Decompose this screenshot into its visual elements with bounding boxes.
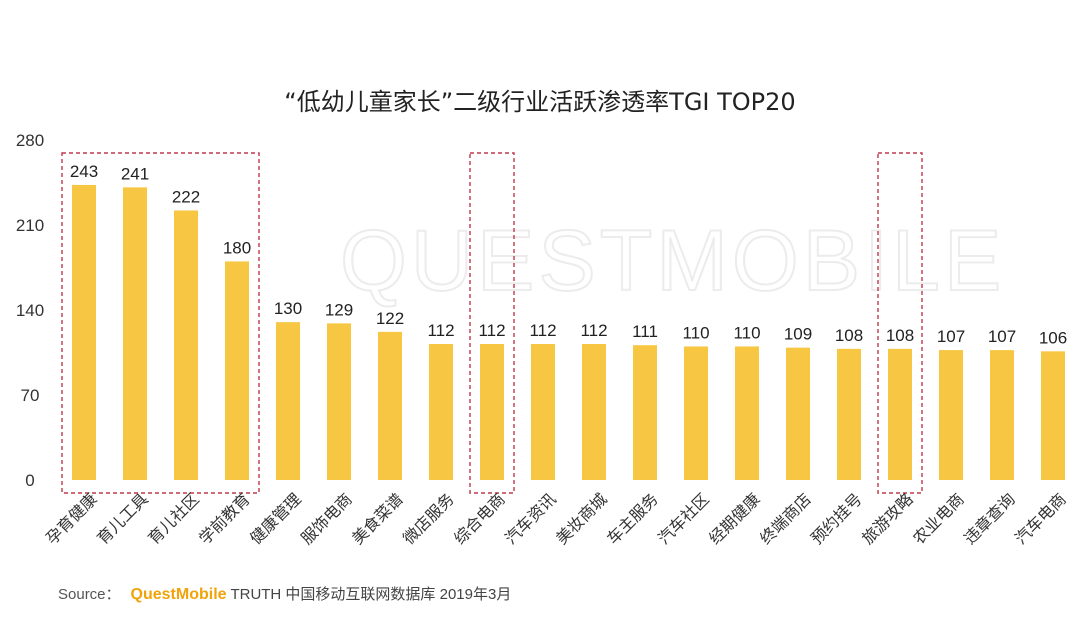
- source-note: Source： QuestMobile TRUTH 中国移动互联网数据库 2019…: [58, 583, 511, 604]
- data-label: 130: [274, 299, 302, 318]
- x-tick-label: 学前教育: [195, 489, 254, 548]
- bar: [684, 346, 708, 480]
- data-label: 107: [988, 327, 1016, 346]
- highlight-box: [469, 152, 515, 494]
- x-tick-label: 健康管理: [246, 489, 305, 548]
- bar: [174, 210, 198, 480]
- x-tick-label: 农业电商: [909, 489, 968, 548]
- bar: [225, 261, 249, 480]
- data-label: 112: [580, 321, 607, 340]
- data-label: 111: [632, 322, 658, 341]
- data-label: 108: [835, 326, 863, 345]
- x-tick-label: 预约挂号: [807, 489, 866, 548]
- data-label: 112: [478, 321, 505, 340]
- bar: [633, 345, 657, 480]
- x-tick-label: 违章查询: [960, 489, 1019, 548]
- y-tick-label: 210: [16, 216, 44, 235]
- data-label: 243: [70, 162, 98, 181]
- data-label: 129: [325, 300, 353, 319]
- x-tick-label: 汽车电商: [1011, 489, 1070, 548]
- x-tick-label: 经期健康: [705, 489, 764, 548]
- data-label: 112: [427, 321, 454, 340]
- highlight-box: [877, 152, 923, 494]
- bar: [939, 350, 963, 480]
- bar: [123, 187, 147, 480]
- data-label: 110: [733, 323, 760, 342]
- chart-title: “低幼儿童家长”二级行业活跃渗透率TGI TOP20: [284, 88, 795, 116]
- y-tick-label: 280: [16, 131, 44, 150]
- bar: [327, 323, 351, 480]
- x-tick-label: 美食菜谱: [348, 489, 407, 548]
- x-tick-label: 服饰电商: [297, 489, 356, 548]
- highlight-box: [61, 152, 260, 494]
- x-tick-label: 微店服务: [399, 489, 458, 548]
- x-tick-label: 综合电商: [450, 489, 509, 548]
- y-tick-label: 70: [21, 386, 40, 405]
- data-label: 122: [376, 309, 404, 328]
- data-label: 112: [529, 321, 556, 340]
- data-label: 107: [937, 327, 965, 346]
- data-label: 110: [682, 323, 709, 342]
- x-tick-label: 孕育健康: [42, 489, 101, 548]
- bar: [72, 184, 96, 480]
- bar: [1041, 351, 1065, 480]
- x-tick-label: 终端商店: [756, 489, 815, 548]
- source-text: TRUTH 中国移动互联网数据库 2019年3月: [226, 586, 512, 603]
- bar: [582, 344, 606, 480]
- x-tick-label: 美妆商城: [552, 489, 611, 548]
- bar: [429, 344, 453, 480]
- bar: [990, 350, 1014, 480]
- y-tick-label: 140: [16, 301, 44, 320]
- x-tick-label: 旅游攻略: [858, 489, 917, 548]
- watermark: QUESTMOBILE: [340, 213, 1005, 309]
- bar: [276, 322, 300, 480]
- bar: [888, 348, 912, 480]
- y-tick-label: 0: [25, 471, 34, 490]
- data-label: 108: [886, 326, 914, 345]
- bar: [786, 347, 810, 480]
- data-label: 222: [172, 187, 200, 206]
- x-tick-label: 车主服务: [603, 489, 662, 548]
- x-tick-label: 汽车资讯: [501, 489, 560, 548]
- bar: [378, 331, 402, 480]
- x-tick-label: 育儿工具: [93, 489, 152, 548]
- x-tick-label: 汽车社区: [654, 489, 713, 548]
- bar: [480, 344, 504, 480]
- data-label: 241: [121, 164, 149, 183]
- data-label: 109: [784, 325, 812, 344]
- x-tick-label: 育儿社区: [144, 489, 203, 548]
- data-label: 106: [1039, 328, 1067, 347]
- bar: [531, 344, 555, 480]
- source-brand: QuestMobile: [130, 586, 227, 603]
- source-label: Source：: [58, 586, 121, 603]
- bar: [837, 348, 861, 480]
- data-label: 180: [223, 238, 251, 257]
- bar: [735, 346, 759, 480]
